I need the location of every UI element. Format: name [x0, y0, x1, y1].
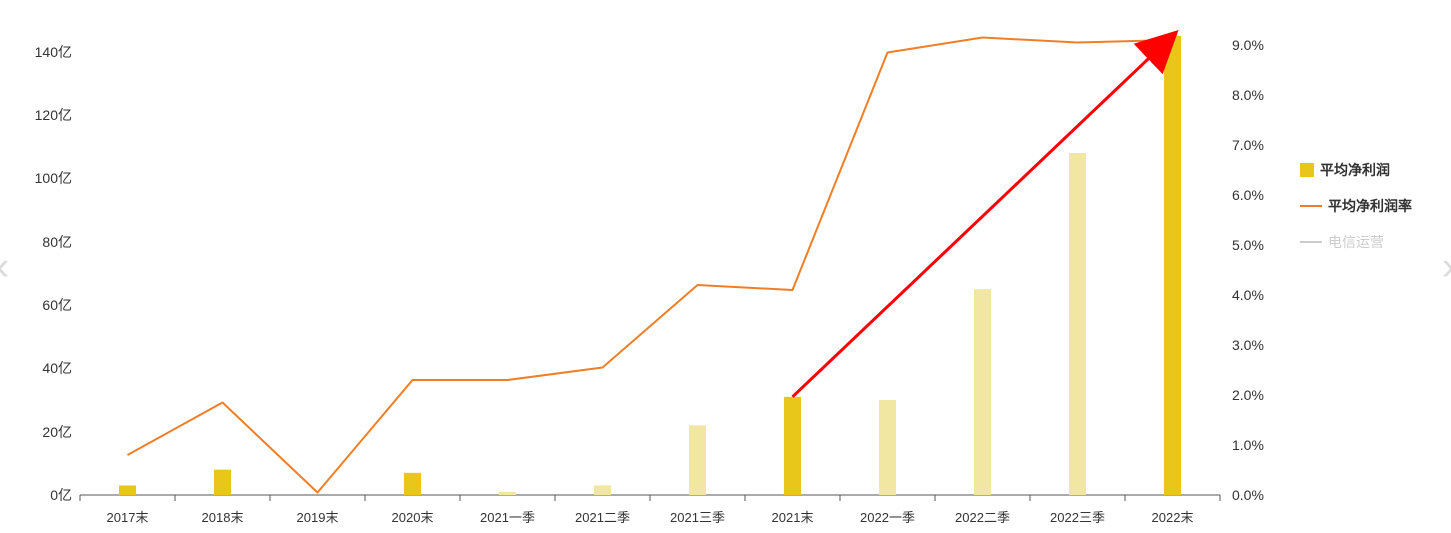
y-right-tick: 2.0% [1232, 387, 1292, 403]
chevron-left-icon: ‹ [0, 244, 9, 288]
legend-item[interactable]: 平均净利润率 [1300, 196, 1412, 216]
y-right-tick: 3.0% [1232, 337, 1292, 353]
bar [1164, 36, 1181, 495]
x-tick: 2022末 [1152, 507, 1194, 526]
y-left-tick: 20亿 [12, 422, 72, 442]
y-left-tick: 40亿 [12, 358, 72, 378]
x-tick: 2021一季 [480, 507, 535, 526]
y-left-tick: 0亿 [12, 485, 72, 505]
bar [594, 486, 611, 496]
y-left-tick: 140亿 [12, 42, 72, 62]
y-right-tick: 4.0% [1232, 287, 1292, 303]
x-tick: 2019末 [297, 507, 339, 526]
line-series [128, 38, 1173, 493]
chart-svg [0, 0, 1451, 533]
x-tick: 2021末 [772, 507, 814, 526]
bar [499, 492, 516, 495]
x-tick: 2020末 [392, 507, 434, 526]
legend-label: 平均净利润率 [1328, 196, 1412, 216]
bar [214, 470, 231, 495]
x-tick: 2017末 [107, 507, 149, 526]
bar [404, 473, 421, 495]
x-tick: 2022三季 [1050, 507, 1105, 526]
legend-swatch-box [1300, 163, 1314, 177]
legend-label: 平均净利润 [1320, 160, 1390, 180]
x-tick: 2022二季 [955, 507, 1010, 526]
legend-item[interactable]: 平均净利润 [1300, 160, 1390, 180]
legend-item[interactable]: 电信运营 [1300, 232, 1384, 252]
x-tick: 2021二季 [575, 507, 630, 526]
x-tick: 2018末 [202, 507, 244, 526]
prev-chevron[interactable]: ‹ [0, 244, 9, 289]
y-right-tick: 7.0% [1232, 137, 1292, 153]
chart-container: 0亿 20亿 40亿 60亿 80亿 100亿 120亿 140亿 0.0% 1.0% 2.0% 3… [0, 0, 1451, 533]
bar [689, 425, 706, 495]
legend-label: 电信运营 [1328, 232, 1384, 252]
next-chevron[interactable]: › [1442, 244, 1451, 289]
y-left-tick: 80亿 [12, 232, 72, 252]
chevron-right-icon: › [1442, 244, 1451, 288]
bar [119, 486, 136, 496]
x-tick: 2022一季 [860, 507, 915, 526]
bar [974, 289, 991, 495]
y-right-tick: 9.0% [1232, 37, 1292, 53]
bar [1069, 153, 1086, 495]
y-left-tick: 60亿 [12, 295, 72, 315]
legend-swatch-line [1300, 241, 1322, 243]
y-left-tick: 100亿 [12, 168, 72, 188]
bar [879, 400, 896, 495]
bar [784, 397, 801, 495]
y-right-tick: 5.0% [1232, 237, 1292, 253]
y-right-tick: 8.0% [1232, 87, 1292, 103]
y-left-tick: 120亿 [12, 105, 72, 125]
y-right-tick: 0.0% [1232, 487, 1292, 503]
y-right-tick: 1.0% [1232, 437, 1292, 453]
y-right-tick: 6.0% [1232, 187, 1292, 203]
legend-swatch-line [1300, 205, 1322, 207]
x-tick: 2021三季 [670, 507, 725, 526]
